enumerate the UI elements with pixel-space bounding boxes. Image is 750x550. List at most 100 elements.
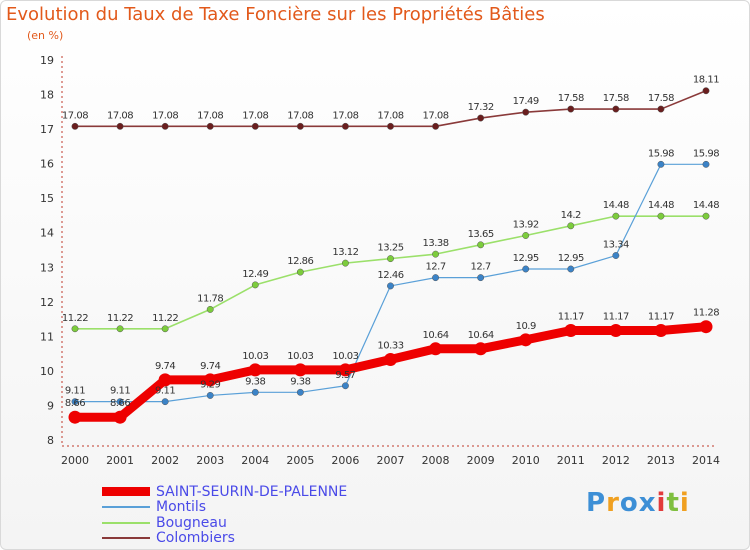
data-point xyxy=(206,391,214,399)
data-point xyxy=(387,282,394,290)
data-label: 9.11 xyxy=(110,386,130,397)
data-point xyxy=(293,363,307,377)
chart-subtitle: (en %) xyxy=(27,29,64,42)
data-point xyxy=(206,305,214,313)
data-point xyxy=(161,398,169,406)
data-point xyxy=(296,122,304,130)
data-point xyxy=(612,252,620,259)
data-label: 11.22 xyxy=(107,313,133,324)
data-point xyxy=(477,114,485,122)
legend-item: Montils xyxy=(102,500,347,516)
data-label: 13.92 xyxy=(513,219,539,230)
data-point xyxy=(474,342,488,356)
data-label: 13.34 xyxy=(603,240,629,251)
data-label: 13.65 xyxy=(468,229,494,240)
data-point xyxy=(161,325,169,333)
data-label: 17.08 xyxy=(62,110,88,121)
data-label: 9.74 xyxy=(155,361,175,372)
logo-letter: i xyxy=(656,488,667,518)
legend-item: Colombiers xyxy=(102,531,347,547)
data-point xyxy=(522,232,530,239)
logo-letter: r xyxy=(606,488,620,518)
data-label: 18.11 xyxy=(693,75,719,86)
legend-item: SAINT-SEURIN-DE-PALENNE xyxy=(102,484,347,500)
data-point xyxy=(657,105,665,113)
data-label: 13.12 xyxy=(332,247,358,258)
legend-item: Bougneau xyxy=(102,515,347,531)
x-tick-label: 2009 xyxy=(467,454,495,467)
data-label: 17.08 xyxy=(107,110,133,121)
y-tick-label: 13 xyxy=(40,261,54,274)
y-tick-label: 19 xyxy=(40,54,54,67)
data-point xyxy=(116,122,124,130)
data-label: 17.08 xyxy=(423,110,449,121)
logo-letter: P xyxy=(586,488,607,518)
y-tick-label: 14 xyxy=(40,227,54,240)
data-point xyxy=(158,373,172,387)
data-label: 17.08 xyxy=(152,110,178,121)
data-point xyxy=(341,382,349,390)
legend-swatch xyxy=(102,506,150,509)
legend-label: Montils xyxy=(156,499,207,516)
data-point xyxy=(251,281,259,289)
data-label: 11.17 xyxy=(648,311,674,322)
data-point xyxy=(296,388,304,396)
data-point xyxy=(429,342,443,356)
logo-letter: o xyxy=(619,488,639,518)
data-point xyxy=(387,122,394,130)
data-point xyxy=(113,410,127,424)
data-point xyxy=(341,259,349,267)
data-point xyxy=(432,250,440,258)
proxiti-logo: Proxiti xyxy=(586,488,690,518)
data-label: 10.33 xyxy=(377,341,403,352)
data-label: 17.32 xyxy=(468,102,494,113)
data-label: 13.25 xyxy=(377,243,403,254)
data-label: 8.66 xyxy=(110,398,130,409)
data-label: 11.22 xyxy=(152,313,178,324)
data-label: 10.03 xyxy=(242,351,268,362)
x-tick-label: 2005 xyxy=(286,454,314,467)
data-point xyxy=(564,323,578,337)
data-label: 12.46 xyxy=(377,270,403,281)
x-tick-label: 2004 xyxy=(241,454,269,467)
legend-swatch xyxy=(102,487,150,497)
legend: SAINT-SEURIN-DE-PALENNE Montils Bougneau Co… xyxy=(102,484,347,546)
data-point xyxy=(432,122,440,130)
data-point xyxy=(699,320,713,334)
data-label: 9.74 xyxy=(200,361,220,372)
data-point xyxy=(338,363,352,377)
x-tick-label: 2013 xyxy=(647,454,675,467)
data-point xyxy=(432,274,440,282)
x-tick-label: 2001 xyxy=(106,454,134,467)
data-label: 8.66 xyxy=(65,398,85,409)
data-label: 10.03 xyxy=(287,351,313,362)
line-chart: 8 9 10 11 12 13 14 15 16 17 18 19 2000 2001 2002 2003 20… xyxy=(40,54,720,467)
data-label: 14.48 xyxy=(603,200,629,211)
data-point xyxy=(387,255,394,263)
data-label: 17.08 xyxy=(377,110,403,121)
data-label: 17.49 xyxy=(513,96,539,107)
data-label: 17.08 xyxy=(242,110,268,121)
y-tick-label: 11 xyxy=(40,330,54,343)
data-label: 12.7 xyxy=(425,262,445,273)
x-tick-label: 2003 xyxy=(196,454,224,467)
data-point xyxy=(567,265,575,273)
data-point xyxy=(206,122,214,130)
legend-swatch xyxy=(102,537,150,540)
x-tick-label: 2011 xyxy=(557,454,585,467)
y-tick-label: 16 xyxy=(40,158,54,171)
data-point xyxy=(251,388,259,396)
data-point xyxy=(477,274,485,282)
data-label: 9.11 xyxy=(65,386,85,397)
data-label: 11.22 xyxy=(62,313,88,324)
logo-letter: i xyxy=(679,488,690,518)
data-point xyxy=(71,122,79,130)
x-tick-label: 2002 xyxy=(151,454,179,467)
data-label: 12.86 xyxy=(287,256,313,267)
data-point xyxy=(477,241,485,249)
data-point xyxy=(657,212,665,220)
data-label: 12.95 xyxy=(558,253,584,264)
y-tick-label: 10 xyxy=(40,365,54,378)
data-point xyxy=(567,105,575,113)
